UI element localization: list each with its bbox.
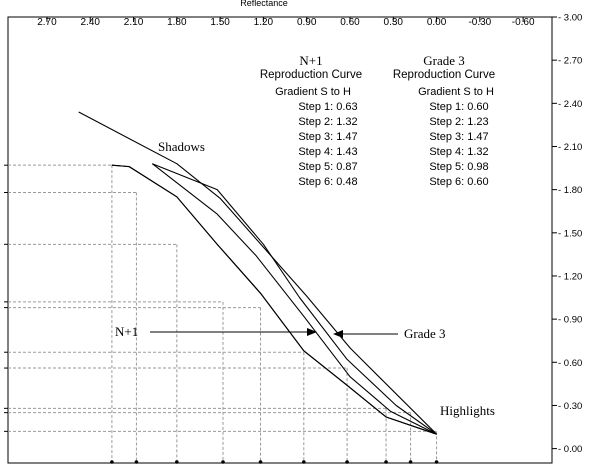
grade3-step-4: Step 4: 1.32: [429, 146, 488, 158]
grade3-info-title: Grade 3: [423, 53, 465, 68]
grade3-arrow-label: Grade 3: [404, 326, 446, 341]
plot-frame: [7, 16, 553, 464]
n1-step-1: Step 1: 0.63: [298, 101, 357, 113]
y-tick-label-3: - 2.10: [558, 142, 582, 153]
grade3-step-3: Step 3: 1.47: [429, 131, 488, 143]
n1-arrow-label: N+1: [115, 324, 138, 339]
n1-info-subtitle: Reproduction Curve: [260, 69, 362, 81]
x-axis-ticks: 2.70 2.40 2.10 1.80 1.50 1.20 0.90 0.60 0.30 0.00…: [37, 17, 535, 28]
n1-step-2: Step 2: 1.32: [298, 116, 357, 128]
x-tick-label-8: 0.30: [384, 17, 404, 28]
n1-step-3: Step 3: 1.47: [298, 131, 357, 143]
series-line-4: [78, 111, 437, 435]
x-marker-2: [175, 460, 179, 464]
n1-step-5: Step 5: 0.87: [298, 161, 357, 173]
series-line-1: [151, 163, 437, 435]
x-tick-label-2: 2.10: [124, 17, 144, 28]
bottom-markers: [4, 164, 439, 464]
y-tick-label-9: - 0.30: [558, 401, 582, 412]
grade3-arrow-head: [333, 330, 343, 338]
n1-info-header: Gradient S to H: [275, 86, 351, 98]
grade3-info-block: Grade 3 Reproduction Curve Gradient S to…: [393, 53, 495, 188]
y-axis-ticks: - 3.00 - 2.70 - 2.40 - 2.10 - 1.80 - 1.50 - 1.…: [552, 13, 582, 455]
x-tick-label-0: 2.70: [37, 17, 57, 28]
x-marker-6: [345, 460, 349, 464]
grade3-info-header: Gradient S to H: [418, 86, 494, 98]
x-marker-7: [384, 460, 388, 464]
y-tick-label-6: - 1.20: [558, 271, 582, 282]
shadows-annotation: Shadows: [158, 139, 205, 154]
highlights-annotation: Highlights: [440, 403, 495, 418]
x-tick-label-11: -0.60: [512, 17, 535, 28]
grade3-step-2: Step 2: 1.23: [429, 116, 488, 128]
y-tick-label-1: - 2.70: [558, 56, 582, 67]
x-tick-label-1: 2.40: [81, 17, 101, 28]
series-line-3: [152, 163, 437, 435]
grade3-step-1: Step 1: 0.60: [429, 101, 488, 113]
n1-info-title: N+1: [299, 53, 322, 68]
series-line-2: [111, 164, 437, 435]
x-tick-label-3: 1.80: [167, 17, 187, 28]
x-tick-label-5: 1.20: [254, 17, 274, 28]
grade3-step-6: Step 6: 0.60: [429, 176, 488, 188]
n1-arrow-head: [307, 328, 317, 336]
x-tick-label-9: 0.00: [427, 17, 447, 28]
x-marker-9: [434, 460, 439, 464]
top-axis-label: Reflectance: [240, 0, 288, 8]
grade3-info-subtitle: Reproduction Curve: [393, 69, 495, 81]
y-tick-label-2: - 2.40: [558, 99, 582, 110]
series-line-0: [111, 164, 437, 435]
grade3-step-5: Step 5: 0.98: [429, 161, 488, 173]
x-tick-label-10: -0.30: [468, 17, 491, 28]
y-tick-label-5: - 1.50: [558, 228, 582, 239]
y-tick-label-7: - 0.90: [558, 315, 582, 326]
n1-info-block: N+1 Reproduction Curve Gradient S to H S…: [260, 53, 362, 188]
series-layer: [78, 111, 437, 435]
x-marker-4: [258, 460, 263, 464]
n1-step-6: Step 6: 0.48: [298, 176, 357, 188]
y-tick-label-8: - 0.60: [558, 358, 582, 369]
x-tick-label-6: 0.90: [297, 17, 317, 28]
y-tick-label-0: - 3.00: [558, 13, 582, 24]
x-marker-1: [134, 460, 139, 464]
dashed-guides: [8, 164, 438, 463]
x-marker-5: [302, 460, 306, 464]
x-marker-3: [221, 460, 225, 464]
n1-step-4: Step 4: 1.43: [298, 146, 357, 158]
x-marker-0: [110, 460, 114, 464]
y-tick-label-4: - 1.80: [558, 185, 582, 196]
x-tick-label-4: 1.50: [210, 17, 230, 28]
x-marker-8: [408, 460, 413, 464]
y-tick-label-10: - 0.00: [558, 444, 582, 455]
x-tick-label-7: 0.60: [340, 17, 360, 28]
